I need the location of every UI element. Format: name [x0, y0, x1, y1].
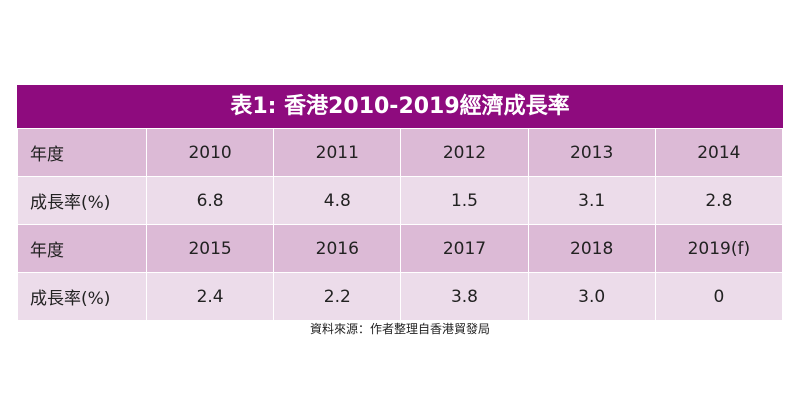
table-cell: 2016 — [273, 224, 402, 273]
table-cell: 2019(f) — [654, 224, 784, 273]
table-title: 表1: 香港2010-2019經濟成長率 — [17, 85, 783, 128]
table-cell: 1.5 — [400, 176, 529, 225]
table-row: 年度 2010 2011 2012 2013 2014 — [17, 128, 784, 177]
table-cell: 2.4 — [145, 272, 275, 321]
table-row: 成長率(%) 2.4 2.2 3.8 3.0 0 — [17, 272, 784, 321]
table-container: 表1: 香港2010-2019經濟成長率 年度 2010 2011 2012 2013 2… — [17, 85, 784, 321]
table-cell: 2.2 — [273, 272, 402, 321]
table-cell: 3.0 — [527, 272, 656, 321]
table-cell: 2014 — [654, 128, 784, 177]
table-cell: 4.8 — [273, 176, 402, 225]
table-cell: 2011 — [273, 128, 402, 177]
table-cell: 2017 — [400, 224, 529, 273]
table-cell: 2.8 — [654, 176, 784, 225]
table-cell: 3.8 — [400, 272, 529, 321]
row-header: 年度 — [17, 128, 147, 177]
table-row: 年度 2015 2016 2017 2018 2019(f) — [17, 224, 784, 273]
table-cell: 2010 — [145, 128, 275, 177]
row-header: 成長率(%) — [17, 272, 147, 321]
table-cell: 2015 — [145, 224, 275, 273]
table-cell: 3.1 — [527, 176, 656, 225]
source-note: 資料來源：作者整理自香港貿發局 — [309, 322, 490, 336]
table-cell: 2018 — [527, 224, 656, 273]
table-cell: 6.8 — [145, 176, 275, 225]
row-header: 成長率(%) — [17, 176, 147, 225]
table-cell: 2012 — [400, 128, 529, 177]
table-row: 成長率(%) 6.8 4.8 1.5 3.1 2.8 — [17, 176, 784, 225]
table-cell: 2013 — [527, 128, 656, 177]
growth-table: 年度 2010 2011 2012 2013 2014 成長率(%) 6.8 4.8 1.5 3.1… — [17, 128, 784, 321]
row-header: 年度 — [17, 224, 147, 273]
table-cell: 0 — [654, 272, 784, 321]
